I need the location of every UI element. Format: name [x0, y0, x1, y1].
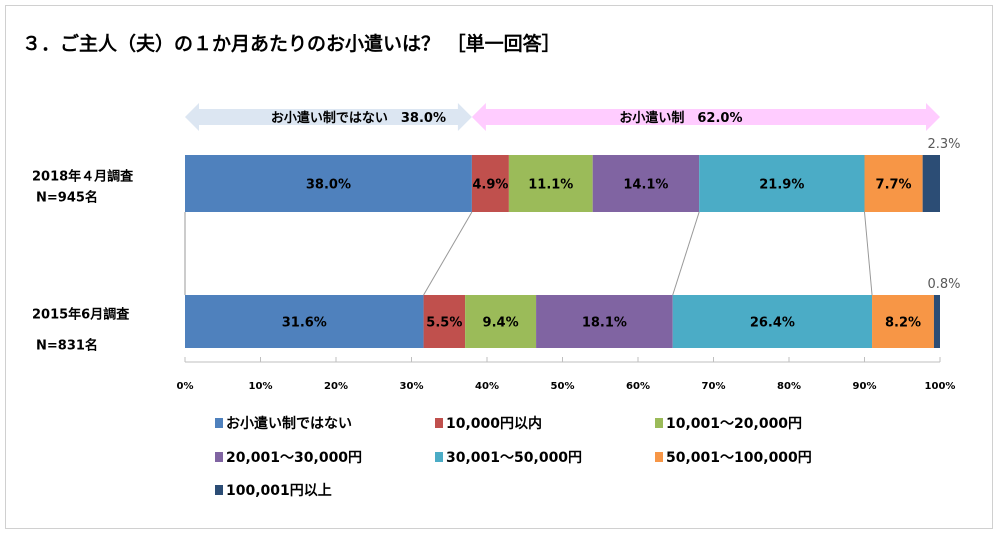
legend-label: 100,001円以上	[226, 483, 332, 499]
x-tick-label: 100%	[925, 381, 956, 392]
legend-swatch	[435, 452, 443, 462]
bar-segment	[536, 295, 673, 348]
bar-segment	[465, 295, 537, 348]
bar-segment	[922, 155, 940, 212]
data-label: 2.3%	[927, 137, 960, 152]
bar-segment	[592, 155, 700, 212]
legend-label: 30,001～50,000円	[446, 450, 582, 466]
x-tick-label: 90%	[853, 381, 877, 392]
chart-frame	[5, 5, 993, 529]
range-arrow-label: お小遣い制 62.0%	[619, 110, 742, 126]
x-tick-label: 60%	[626, 381, 650, 392]
bar-segment	[699, 155, 865, 212]
bar-segment	[872, 295, 934, 348]
legend-swatch	[655, 452, 663, 462]
data-label: 18.1%	[582, 316, 627, 331]
range-arrow	[185, 103, 472, 131]
legend-swatch	[215, 418, 223, 428]
x-tick-label: 70%	[702, 381, 726, 392]
x-tick-label: 40%	[475, 381, 499, 392]
x-tick-label: 10%	[249, 381, 273, 392]
x-tick-label: 50%	[551, 381, 575, 392]
bar-segment	[933, 295, 940, 348]
data-label: 7.7%	[876, 178, 912, 193]
data-label: 38.0%	[306, 178, 351, 193]
series-line	[423, 211, 473, 296]
bar-segment	[471, 155, 509, 212]
legend-swatch	[655, 418, 663, 428]
series-line	[864, 211, 873, 296]
range-arrow-label: お小遣い制ではない 38.0%	[271, 110, 446, 126]
data-label: 0.8%	[927, 277, 960, 292]
data-label: 5.5%	[426, 316, 462, 331]
chart-title: ３．ご主人（夫）の１か月あたりのお小遣いは？ ［単一回答］	[22, 32, 561, 55]
bar-segment	[508, 155, 593, 212]
data-label: 31.6%	[282, 316, 327, 331]
range-arrow	[471, 103, 940, 131]
bar-segment	[423, 295, 466, 348]
legend-swatch	[215, 485, 223, 495]
bar-segment	[185, 155, 472, 212]
legend-swatch	[215, 452, 223, 462]
category-label: 2015年6月調査	[32, 307, 130, 323]
data-label: 21.9%	[759, 178, 804, 193]
category-n: N=945名	[36, 190, 98, 206]
legend-label: 50,001～100,000円	[666, 450, 812, 466]
legend-swatch	[435, 418, 443, 428]
category-label: 2018年４月調査	[32, 169, 134, 185]
bar-segment	[185, 295, 424, 348]
bar-segment	[672, 295, 873, 348]
x-tick-label: 30%	[400, 381, 424, 392]
legend-label: 10,001～20,000円	[666, 416, 802, 432]
data-label: 4.9%	[472, 178, 508, 193]
x-tick-label: 0%	[177, 381, 194, 392]
category-n: N=831名	[36, 338, 98, 354]
x-tick-label: 80%	[777, 381, 801, 392]
legend-label: 20,001～30,000円	[226, 450, 362, 466]
bar-segment	[864, 155, 923, 212]
data-label: 11.1%	[528, 178, 573, 193]
legend-label: 10,000円以内	[446, 415, 542, 432]
data-label: 8.2%	[885, 316, 921, 331]
data-label: 26.4%	[750, 316, 795, 331]
legend-label: お小遣い制ではない	[226, 415, 352, 432]
x-tick-label: 20%	[324, 381, 348, 392]
series-line	[672, 211, 700, 296]
data-label: 9.4%	[483, 316, 519, 331]
data-label: 14.1%	[623, 178, 668, 193]
